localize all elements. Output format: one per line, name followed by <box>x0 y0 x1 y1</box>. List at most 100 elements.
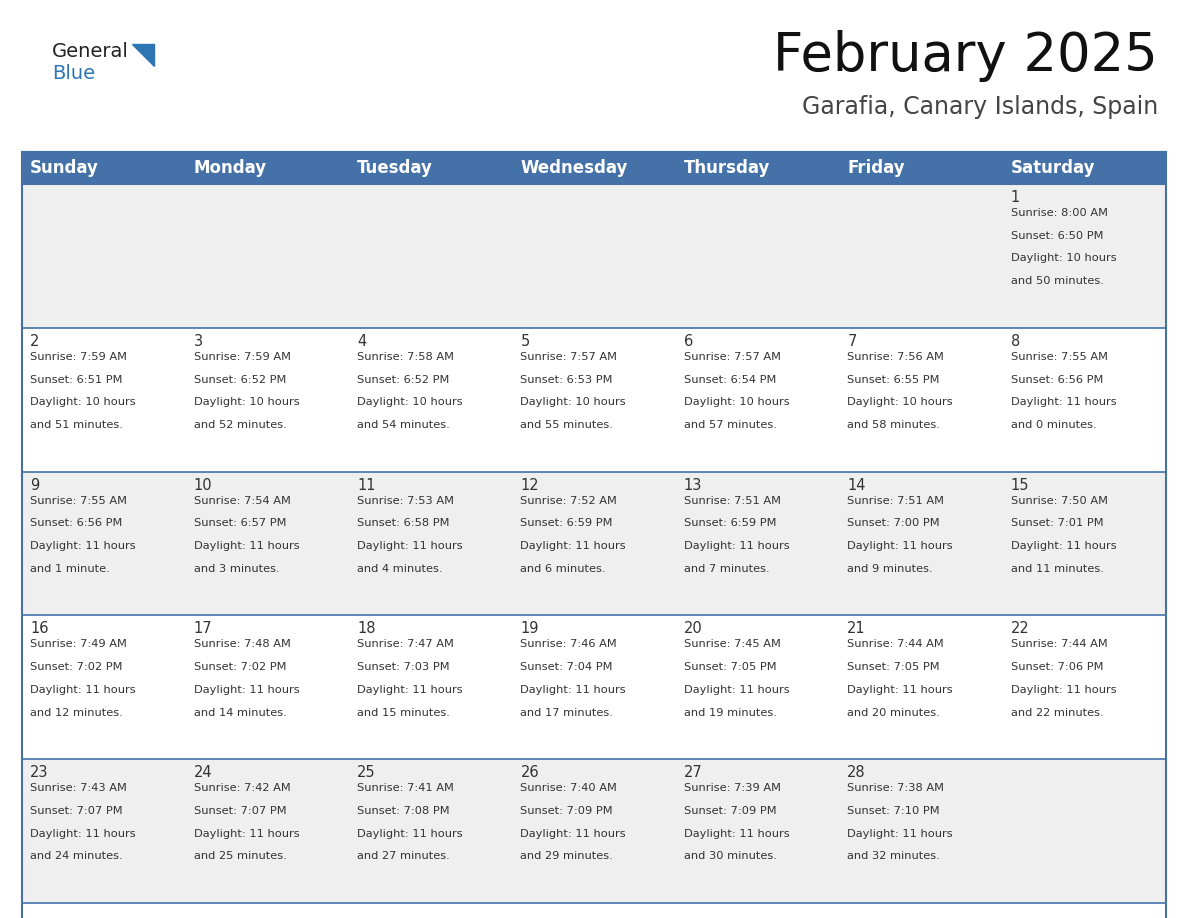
Text: Sunset: 6:50 PM: Sunset: 6:50 PM <box>1011 230 1104 241</box>
Text: Sunset: 6:52 PM: Sunset: 6:52 PM <box>358 375 449 385</box>
Text: and 20 minutes.: and 20 minutes. <box>847 708 940 718</box>
Text: Daylight: 11 hours: Daylight: 11 hours <box>1011 541 1117 551</box>
Bar <box>1003 472 1165 615</box>
Text: Sunset: 7:02 PM: Sunset: 7:02 PM <box>30 662 122 672</box>
Text: Sunset: 6:59 PM: Sunset: 6:59 PM <box>684 519 777 529</box>
Bar <box>185 472 349 615</box>
Text: and 9 minutes.: and 9 minutes. <box>847 564 933 574</box>
Text: Sunset: 6:56 PM: Sunset: 6:56 PM <box>1011 375 1104 385</box>
Text: Sunrise: 7:57 AM: Sunrise: 7:57 AM <box>684 352 781 362</box>
Text: Sunrise: 7:56 AM: Sunrise: 7:56 AM <box>847 352 944 362</box>
Text: Sunset: 7:07 PM: Sunset: 7:07 PM <box>30 806 122 816</box>
Bar <box>1003 152 1165 184</box>
Text: Daylight: 10 hours: Daylight: 10 hours <box>1011 253 1117 263</box>
Bar <box>512 759 676 903</box>
Bar <box>23 152 185 184</box>
Text: 9: 9 <box>30 477 39 493</box>
Text: 3: 3 <box>194 334 203 349</box>
Bar <box>23 472 185 615</box>
Bar <box>512 184 676 328</box>
Text: Sunrise: 7:54 AM: Sunrise: 7:54 AM <box>194 496 291 506</box>
Bar <box>349 615 512 759</box>
Text: 2: 2 <box>30 334 39 349</box>
Text: Sunrise: 7:45 AM: Sunrise: 7:45 AM <box>684 640 781 649</box>
Text: and 51 minutes.: and 51 minutes. <box>30 420 124 430</box>
Text: Daylight: 11 hours: Daylight: 11 hours <box>684 685 790 695</box>
Text: and 12 minutes.: and 12 minutes. <box>30 708 122 718</box>
Text: 5: 5 <box>520 334 530 349</box>
Text: Daylight: 11 hours: Daylight: 11 hours <box>194 685 299 695</box>
Text: 12: 12 <box>520 477 539 493</box>
Text: and 54 minutes.: and 54 minutes. <box>358 420 450 430</box>
Text: Daylight: 10 hours: Daylight: 10 hours <box>520 397 626 408</box>
Text: Daylight: 11 hours: Daylight: 11 hours <box>1011 397 1117 408</box>
Text: 4: 4 <box>358 334 366 349</box>
Text: 10: 10 <box>194 477 213 493</box>
Text: Sunrise: 7:41 AM: Sunrise: 7:41 AM <box>358 783 454 793</box>
Text: Daylight: 11 hours: Daylight: 11 hours <box>684 829 790 839</box>
Text: and 1 minute.: and 1 minute. <box>30 564 110 574</box>
Bar <box>1003 328 1165 472</box>
Text: Sunrise: 7:58 AM: Sunrise: 7:58 AM <box>358 352 454 362</box>
Text: Monday: Monday <box>194 159 267 177</box>
Bar <box>23 184 185 328</box>
Bar <box>512 472 676 615</box>
Text: Sunrise: 7:51 AM: Sunrise: 7:51 AM <box>684 496 781 506</box>
Bar <box>185 759 349 903</box>
Text: 18: 18 <box>358 621 375 636</box>
Bar <box>23 615 185 759</box>
Text: Sunset: 6:52 PM: Sunset: 6:52 PM <box>194 375 286 385</box>
Bar <box>185 328 349 472</box>
Text: Sunset: 7:02 PM: Sunset: 7:02 PM <box>194 662 286 672</box>
Bar <box>349 184 512 328</box>
Bar <box>349 152 512 184</box>
Text: Daylight: 10 hours: Daylight: 10 hours <box>194 397 299 408</box>
Text: Sunset: 7:01 PM: Sunset: 7:01 PM <box>1011 519 1104 529</box>
Bar <box>349 759 512 903</box>
Text: Sunset: 7:00 PM: Sunset: 7:00 PM <box>847 519 940 529</box>
Text: Daylight: 11 hours: Daylight: 11 hours <box>30 829 135 839</box>
Text: and 22 minutes.: and 22 minutes. <box>1011 708 1104 718</box>
Bar <box>839 184 1003 328</box>
Text: Daylight: 11 hours: Daylight: 11 hours <box>358 541 462 551</box>
Text: and 55 minutes.: and 55 minutes. <box>520 420 613 430</box>
Text: Sunrise: 7:55 AM: Sunrise: 7:55 AM <box>1011 352 1107 362</box>
Text: Sunset: 7:05 PM: Sunset: 7:05 PM <box>847 662 940 672</box>
Text: Sunrise: 7:44 AM: Sunrise: 7:44 AM <box>1011 640 1107 649</box>
Text: Sunrise: 7:40 AM: Sunrise: 7:40 AM <box>520 783 618 793</box>
Text: 13: 13 <box>684 477 702 493</box>
Text: 27: 27 <box>684 766 702 780</box>
Text: Sunset: 7:05 PM: Sunset: 7:05 PM <box>684 662 777 672</box>
Text: 22: 22 <box>1011 621 1030 636</box>
Text: Daylight: 11 hours: Daylight: 11 hours <box>30 685 135 695</box>
Text: Sunrise: 7:42 AM: Sunrise: 7:42 AM <box>194 783 290 793</box>
Text: 25: 25 <box>358 766 375 780</box>
Text: Sunset: 6:51 PM: Sunset: 6:51 PM <box>30 375 122 385</box>
Text: Daylight: 11 hours: Daylight: 11 hours <box>520 541 626 551</box>
Text: Garafia, Canary Islands, Spain: Garafia, Canary Islands, Spain <box>802 95 1158 119</box>
Bar <box>512 152 676 184</box>
Text: Sunset: 6:53 PM: Sunset: 6:53 PM <box>520 375 613 385</box>
Text: Saturday: Saturday <box>1011 159 1095 177</box>
Bar <box>676 472 839 615</box>
Text: Sunset: 7:08 PM: Sunset: 7:08 PM <box>358 806 449 816</box>
Text: Sunset: 7:04 PM: Sunset: 7:04 PM <box>520 662 613 672</box>
Text: Sunrise: 7:55 AM: Sunrise: 7:55 AM <box>30 496 127 506</box>
Text: Thursday: Thursday <box>684 159 770 177</box>
Text: Sunset: 6:57 PM: Sunset: 6:57 PM <box>194 519 286 529</box>
Text: Sunrise: 7:46 AM: Sunrise: 7:46 AM <box>520 640 618 649</box>
Text: and 6 minutes.: and 6 minutes. <box>520 564 606 574</box>
Bar <box>185 615 349 759</box>
Text: Daylight: 11 hours: Daylight: 11 hours <box>358 829 462 839</box>
Text: and 4 minutes.: and 4 minutes. <box>358 564 442 574</box>
Bar <box>23 328 185 472</box>
Text: 28: 28 <box>847 766 866 780</box>
Polygon shape <box>132 44 154 66</box>
Text: and 17 minutes.: and 17 minutes. <box>520 708 613 718</box>
Text: 26: 26 <box>520 766 539 780</box>
Text: and 24 minutes.: and 24 minutes. <box>30 851 122 861</box>
Text: Sunrise: 7:57 AM: Sunrise: 7:57 AM <box>520 352 618 362</box>
Text: Daylight: 11 hours: Daylight: 11 hours <box>520 829 626 839</box>
Bar <box>839 328 1003 472</box>
Bar <box>512 615 676 759</box>
